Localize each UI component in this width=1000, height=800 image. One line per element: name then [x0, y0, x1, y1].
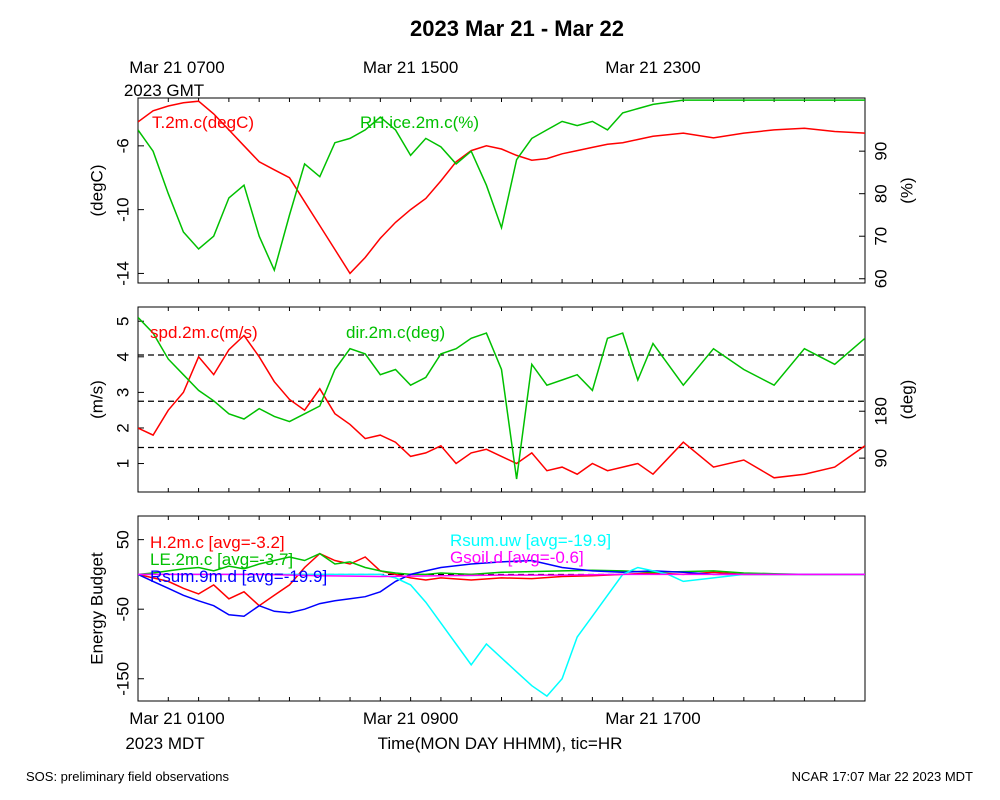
- y-tick-label-right: 60: [871, 269, 890, 288]
- series-line-t-2m-c-degc-: [138, 100, 865, 275]
- legend-label: T.2m.c(degC): [152, 113, 254, 132]
- y-tick-label-left: 3: [113, 388, 132, 397]
- series-line-le-2m-c: [138, 552, 865, 576]
- series-line-spd-2m-c-m-s-: [138, 334, 865, 479]
- series-line-dir-2m-c-deg-: [138, 316, 865, 480]
- bottom-axis-sublabel: 2023 MDT: [125, 734, 204, 753]
- y-axis-label-left: Energy Budget: [87, 552, 106, 665]
- y-axis-label-right: (deg): [897, 380, 916, 420]
- y-axis-label-right: (%): [897, 177, 916, 203]
- y-tick-label-right: 90: [871, 449, 890, 468]
- legend-label: H.2m.c [avg=-3.2]: [150, 533, 285, 552]
- series-line-rsum-9m-d: [138, 559, 865, 617]
- top-axis-tick-label: Mar 21 2300: [605, 58, 700, 77]
- y-tick-label-left: -150: [113, 662, 132, 696]
- legend-label: Rsum.9m.d [avg=-19.9]: [150, 567, 327, 586]
- y-tick-label-right: 90: [871, 142, 890, 161]
- y-tick-label-right: 80: [871, 184, 890, 203]
- series-line-gsoil-d: [138, 573, 865, 578]
- legend-label: dir.2m.c(deg): [346, 323, 445, 342]
- series-line-rsum-uw: [138, 566, 865, 698]
- legend-label: Gsoil.d [avg=-0.6]: [450, 548, 584, 567]
- series-line-rh-ice-2m-c-: [138, 99, 865, 273]
- y-tick-label-left: -14: [113, 261, 132, 286]
- y-axis-label-left: (m/s): [87, 380, 106, 419]
- chart-title: 2023 Mar 21 - Mar 22: [410, 16, 624, 41]
- top-axis-tick-label: Mar 21 1500: [363, 58, 458, 77]
- y-tick-label-right: 70: [871, 227, 890, 246]
- y-tick-label-left: -6: [113, 138, 132, 153]
- legend-label: spd.2m.c(m/s): [150, 323, 258, 342]
- y-tick-label-left: 2: [113, 423, 132, 432]
- bottom-axis-tick-label: Mar 21 0100: [129, 709, 224, 728]
- y-tick-label-left: 5: [113, 316, 132, 325]
- y-tick-label-right: 180: [871, 397, 890, 425]
- footer-right-note: NCAR 17:07 Mar 22 2023 MDT: [792, 769, 973, 784]
- top-axis-tick-label: Mar 21 0700: [129, 58, 224, 77]
- y-tick-label-left: -50: [113, 597, 132, 622]
- x-axis-label: Time(MON DAY HHMM), tic=HR: [378, 734, 623, 753]
- footer-left-note: SOS: preliminary field observations: [26, 769, 230, 784]
- bottom-axis-tick-label: Mar 21 1700: [605, 709, 700, 728]
- y-tick-label-left: -10: [113, 197, 132, 222]
- y-tick-label-left: 1: [113, 459, 132, 468]
- legend-label: Rsum.uw [avg=-19.9]: [450, 531, 611, 550]
- y-tick-label-left: 4: [113, 352, 132, 361]
- y-axis-label-left: (degC): [87, 165, 106, 217]
- top-axis-sublabel: 2023 GMT: [124, 81, 204, 100]
- bottom-axis-tick-label: Mar 21 0900: [363, 709, 458, 728]
- y-tick-label-left: 50: [113, 530, 132, 549]
- legend-label: RH.ice.2m.c(%): [360, 113, 479, 132]
- legend-label: LE.2m.c [avg=-3.7]: [150, 550, 293, 569]
